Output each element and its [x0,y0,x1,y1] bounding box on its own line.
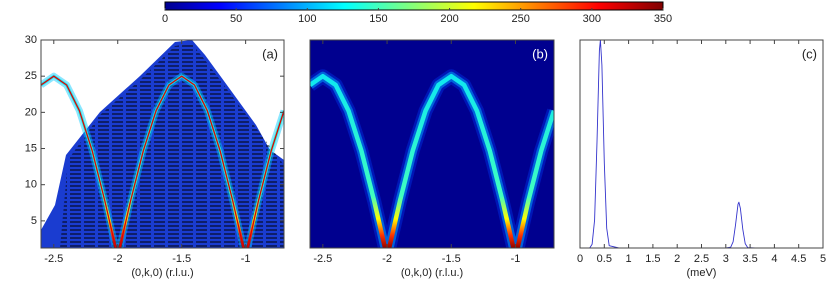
x-tick-label: 3.5 [742,253,757,265]
x-tick-label: -2.5 [44,253,63,265]
x-tick-label: -2.5 [313,253,332,265]
axes-frame [40,39,285,249]
x-tick-label: -1.5 [442,253,461,265]
colorbar [164,1,664,11]
colorbar-tick-label: 0 [162,13,168,25]
y-tick-label: 10 [25,179,37,191]
colorbar-tick-label: 250 [512,13,530,25]
panel-label: (a) [262,46,278,61]
x-tick-label: -1.5 [172,253,191,265]
x-tick-label: -2 [113,253,123,265]
axes-frame [309,39,555,249]
x-axis-label: (meV) [687,267,717,279]
colorbar-tick-label: 350 [654,13,672,25]
y-tick-label: 20 [25,106,37,118]
x-tick-label: 2.5 [694,253,709,265]
colorbar-tick-label: 150 [369,13,387,25]
x-tick-label: -2 [382,253,392,265]
plot-area [580,40,823,248]
x-tick-label: 5 [820,253,826,265]
panel-label: (b) [532,46,548,61]
x-tick-label: -1 [511,253,521,265]
x-axis-label: (0,k,0) (r.l.u.) [401,267,463,279]
axes-frame [579,39,824,249]
x-tick-label: 2 [674,253,680,265]
x-tick-label: -1 [241,253,251,265]
colorbar-tick-label: 50 [230,13,242,25]
y-tick-label: 25 [25,70,37,82]
y-tick-label: 5 [31,215,37,227]
x-tick-label: 4.5 [791,253,806,265]
x-tick-label: 1.5 [645,253,660,265]
x-tick-label: 4 [771,253,777,265]
line [580,40,823,248]
x-tick-label: 0.5 [597,253,612,265]
colorbar-tick-label: 300 [583,13,601,25]
x-axis-label: (0,k,0) (r.l.u.) [131,267,193,279]
x-tick-label: 0 [577,253,583,265]
measured-region [41,40,284,248]
y-tick-label: 15 [25,142,37,154]
colorbar-tick-label: 100 [298,13,316,25]
x-tick-label: 1 [626,253,632,265]
y-tick-label: 30 [25,34,37,46]
colorbar-tick-label: 200 [440,13,458,25]
panel-label: (c) [802,46,817,61]
x-tick-label: 3 [723,253,729,265]
intensity-background [310,40,554,248]
